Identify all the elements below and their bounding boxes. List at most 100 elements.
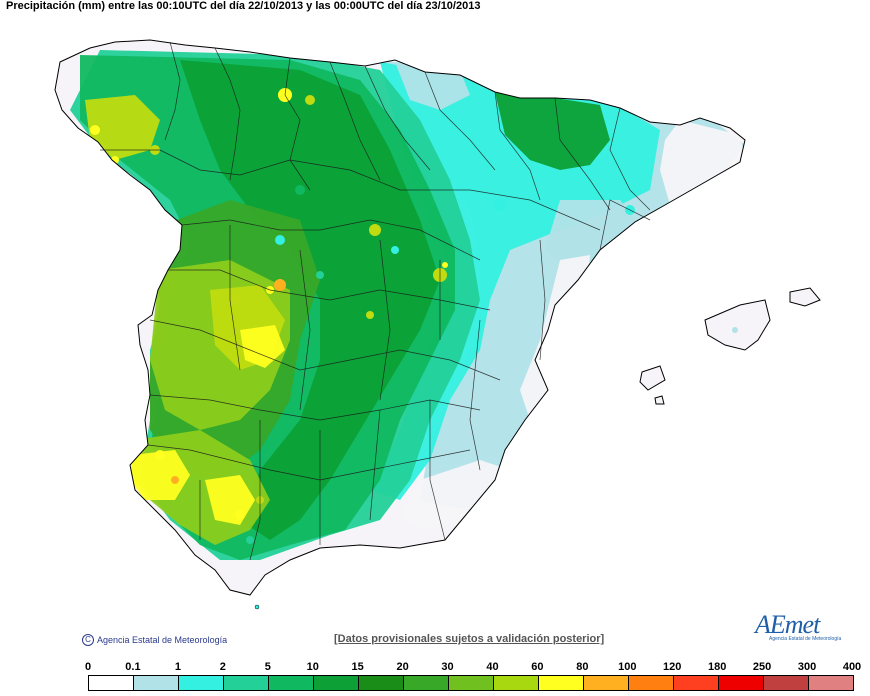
legend-color-bar bbox=[88, 675, 854, 691]
province-border bbox=[424, 71, 496, 171]
region-se-white bbox=[400, 460, 510, 530]
legend-label: 1 bbox=[174, 661, 181, 673]
province-border bbox=[249, 420, 261, 561]
precip-spot bbox=[366, 311, 374, 319]
precip-spot bbox=[326, 556, 334, 564]
region-ne-green bbox=[495, 92, 610, 170]
province-border bbox=[554, 97, 611, 211]
precip-spot bbox=[442, 262, 448, 268]
legend-label: 0 bbox=[84, 661, 92, 673]
legend-label: 180 bbox=[707, 661, 727, 673]
province-border bbox=[100, 149, 601, 231]
province-border bbox=[181, 219, 481, 261]
region-catalonia-white bbox=[660, 120, 745, 205]
province-border bbox=[429, 400, 446, 541]
island-menorca bbox=[789, 287, 821, 307]
legend-label: 2 bbox=[219, 661, 226, 673]
precip-spot bbox=[90, 125, 100, 135]
legend-swatch bbox=[314, 676, 359, 690]
legend-label: 250 bbox=[752, 661, 772, 673]
region-yellow-badajoz bbox=[240, 325, 285, 368]
legend-swatch bbox=[224, 676, 269, 690]
map-title: Precipitación (mm) entre las 00:10UTC de… bbox=[6, 0, 481, 12]
legend-swatch bbox=[134, 676, 179, 690]
legend-label: 60 bbox=[531, 661, 544, 673]
province-border bbox=[469, 319, 481, 471]
ceuta-mark bbox=[254, 604, 260, 610]
legend-label: 10 bbox=[306, 661, 319, 673]
province-border bbox=[214, 47, 241, 181]
precip-spot bbox=[235, 510, 245, 520]
precip-spot bbox=[305, 95, 315, 105]
legend-swatch bbox=[674, 676, 719, 690]
logo-subtitle: Agencia Estatal de Meteorología bbox=[769, 636, 842, 642]
province-border bbox=[329, 61, 381, 181]
provisional-data-note: [Datos provisionales sujetos a validació… bbox=[334, 633, 605, 645]
aemet-logo: AEmet Agencia Estatal de Meteorología bbox=[755, 610, 850, 650]
precipitation-map bbox=[0, 14, 870, 634]
legend-label: 120 bbox=[663, 661, 682, 673]
legend-label: 30 bbox=[441, 661, 454, 673]
precip-spot bbox=[316, 271, 324, 279]
province-border bbox=[147, 444, 471, 481]
island-ibiza bbox=[639, 365, 666, 391]
legend-label: 80 bbox=[576, 661, 589, 673]
province-border bbox=[599, 199, 651, 251]
legend-swatch bbox=[269, 676, 314, 690]
province-border bbox=[539, 239, 546, 361]
legend-label: 40 bbox=[486, 661, 499, 673]
legend-label: 0.1 bbox=[125, 661, 141, 673]
precip-spot bbox=[231, 296, 239, 304]
legend-label: 20 bbox=[396, 661, 409, 673]
legend-label: 300 bbox=[797, 661, 817, 673]
region-yellow-huelva bbox=[130, 450, 190, 500]
province-border bbox=[229, 225, 241, 371]
precip-spot bbox=[732, 327, 738, 333]
region-lime-galicia bbox=[85, 95, 160, 160]
province-border bbox=[364, 65, 431, 171]
precip-spot bbox=[155, 450, 165, 460]
province-border bbox=[494, 91, 541, 201]
province-border bbox=[164, 41, 181, 141]
province-border bbox=[609, 107, 651, 211]
precip-layers bbox=[70, 50, 745, 564]
legend-swatch bbox=[89, 676, 134, 690]
legend-swatch bbox=[404, 676, 449, 690]
province-border bbox=[379, 239, 391, 401]
copyright-icon: C bbox=[82, 634, 94, 646]
legend-swatch bbox=[179, 676, 224, 690]
legend-labels: 0 0.1 1 2 5 10 15 20 30 40 60 80 100 120 180 250 300 400 bbox=[84, 661, 861, 675]
island-formentera bbox=[654, 395, 665, 405]
province-border bbox=[284, 57, 311, 191]
precip-spot bbox=[246, 536, 254, 544]
peninsula-outline bbox=[54, 39, 746, 596]
legend-swatch bbox=[494, 676, 539, 690]
province-border bbox=[149, 319, 501, 381]
legend-label: 15 bbox=[351, 661, 364, 673]
logo-text: AEmet bbox=[755, 610, 820, 639]
legend-swatch bbox=[764, 676, 809, 690]
legend-label: 400 bbox=[842, 661, 862, 673]
legend-label: 100 bbox=[618, 661, 637, 673]
legend-swatch bbox=[449, 676, 494, 690]
legend-swatch bbox=[539, 676, 584, 690]
copyright-text: Agencia Estatal de Meteorología bbox=[97, 635, 228, 645]
legend-label: 5 bbox=[264, 661, 271, 673]
legend-swatch bbox=[359, 676, 404, 690]
precip-spot bbox=[275, 235, 285, 245]
island-mallorca bbox=[704, 299, 771, 351]
precip-spot bbox=[369, 224, 381, 236]
precip-spot bbox=[171, 476, 179, 484]
spain-map-svg bbox=[54, 39, 821, 610]
legend-swatch bbox=[809, 676, 853, 690]
precip-spot bbox=[391, 246, 399, 254]
legend-swatch bbox=[584, 676, 629, 690]
precip-spot bbox=[494, 199, 506, 211]
copyright-notice: C Agencia Estatal de Meteorología bbox=[82, 634, 227, 646]
legend-swatch bbox=[719, 676, 764, 690]
province-border bbox=[299, 249, 311, 411]
precip-spot bbox=[274, 279, 286, 291]
province-border bbox=[369, 409, 381, 521]
precip-spot bbox=[295, 185, 305, 195]
legend-swatch bbox=[629, 676, 674, 690]
